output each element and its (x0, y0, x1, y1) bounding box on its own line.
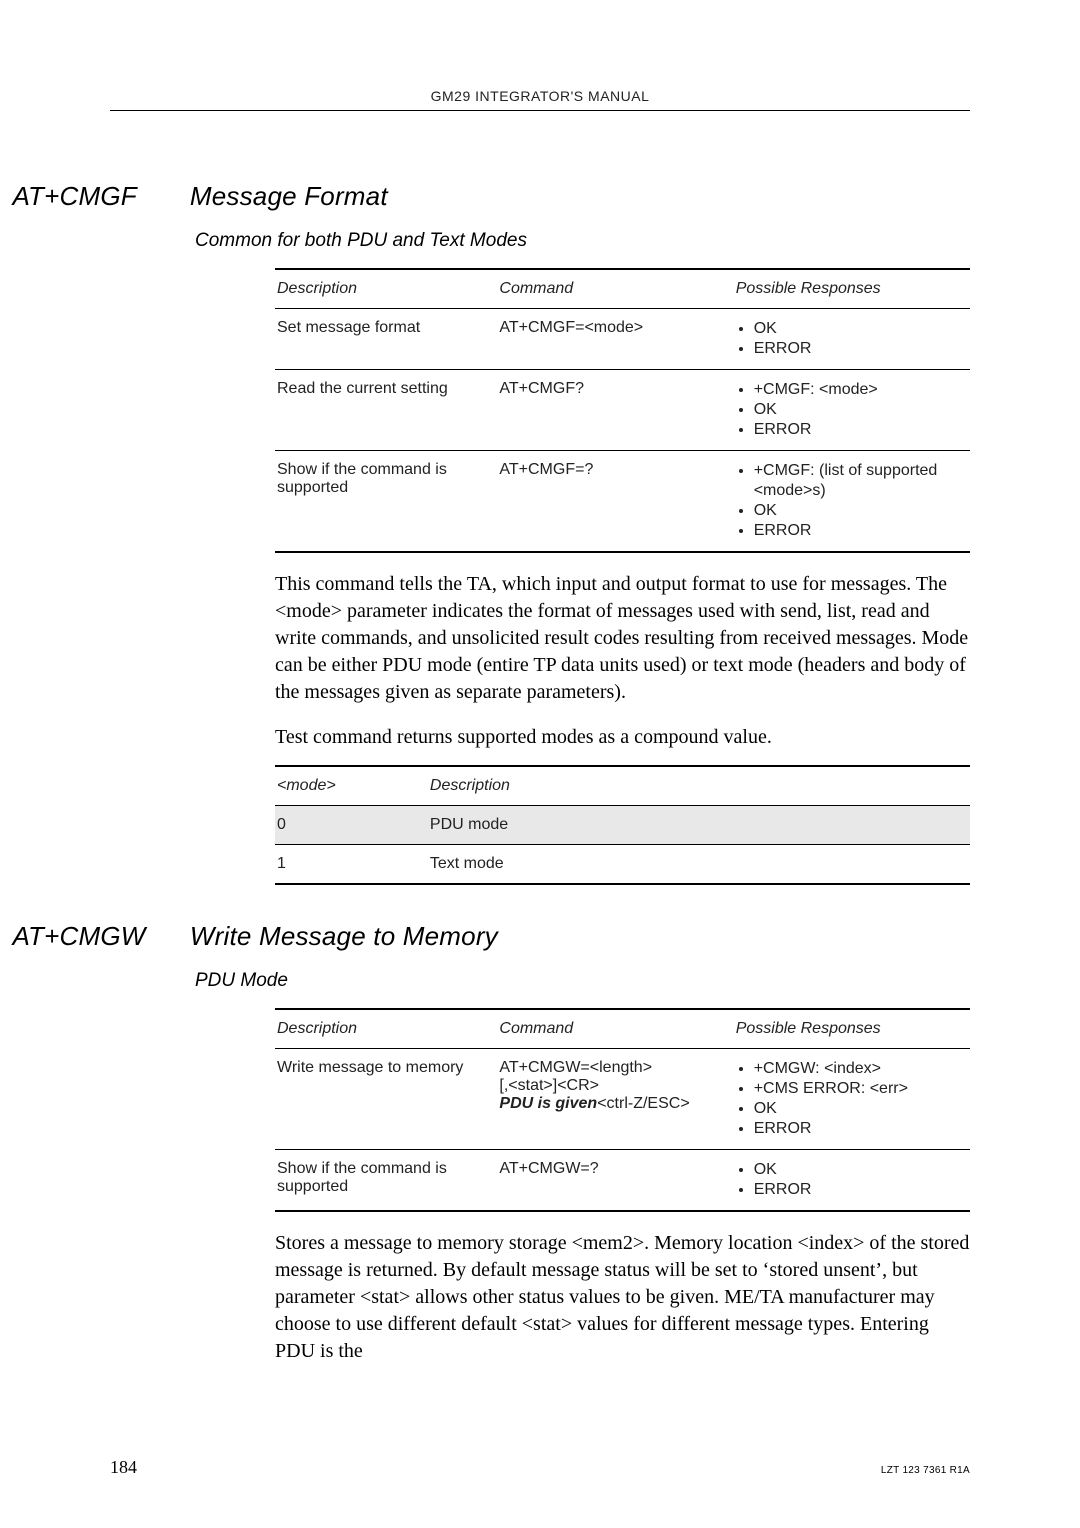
cell-cmd: AT+CMGW=? (497, 1150, 733, 1212)
cell-mode-desc: PDU mode (428, 806, 970, 845)
resp-item: OK (754, 400, 960, 420)
section-13-5-content: Common for both PDU and Text Modes Descr… (275, 230, 970, 885)
mode-table: <mode> Description 0 PDU mode 1 Text mod… (275, 765, 970, 885)
table-row: Set message format AT+CMGF=<mode> OK ERR… (275, 309, 970, 370)
cell-resp: +CMGW: <index> +CMS ERROR: <err> OK ERRO… (734, 1049, 970, 1150)
cmgw-command-table: Description Command Possible Responses W… (275, 1008, 970, 1212)
th-description: Description (275, 1009, 497, 1049)
running-header: GM29 INTEGRATOR'S MANUAL (110, 88, 970, 104)
table-row: Show if the command is supported AT+CMGF… (275, 451, 970, 553)
cmd-line2: [,<stat>]<CR> (499, 1077, 599, 1094)
section-command: AT+CMGF (12, 181, 182, 212)
cell-desc: Show if the command is supported (275, 1150, 497, 1212)
cmd-line1: AT+CMGW=<length> (499, 1059, 652, 1076)
section-13-6-subhead: PDU Mode (195, 970, 970, 992)
section-13-5-heading: 13.5 AT+CMGF Message Format (0, 181, 970, 212)
doc-id: LZT 123 7361 R1A (881, 1465, 970, 1476)
resp-item: OK (754, 1099, 960, 1119)
th-mode: <mode> (275, 766, 428, 806)
resp-item: +CMGF: (list of supported <mode>s) (754, 461, 960, 501)
page-number: 184 (110, 1457, 137, 1478)
cell-desc: Show if the command is supported (275, 451, 497, 553)
cell-cmd: AT+CMGW=<length> [,<stat>]<CR> PDU is gi… (497, 1049, 733, 1150)
table-row: Show if the command is supported AT+CMGW… (275, 1150, 970, 1212)
cell-resp: +CMGF: (list of supported <mode>s) OK ER… (734, 451, 970, 553)
resp-item: OK (754, 501, 960, 521)
cell-cmd: AT+CMGF? (497, 370, 733, 451)
resp-item: ERROR (754, 339, 960, 359)
cell-desc: Read the current setting (275, 370, 497, 451)
resp-item: ERROR (754, 420, 960, 440)
cell-mode-desc: Text mode (428, 845, 970, 885)
section-13-6-content: PDU Mode Description Command Possible Re… (275, 970, 970, 1365)
page: GM29 INTEGRATOR'S MANUAL 13.5 AT+CMGF Me… (0, 0, 1080, 1528)
body-paragraph: Test command returns supported modes as … (275, 724, 970, 751)
resp-item: OK (754, 1160, 960, 1180)
cell-cmd: AT+CMGF=<mode> (497, 309, 733, 370)
resp-item: +CMS ERROR: <err> (754, 1079, 960, 1099)
table-row: 0 PDU mode (275, 806, 970, 845)
cell-cmd: AT+CMGF=? (497, 451, 733, 553)
th-command: Command (497, 1009, 733, 1049)
cmd-line3-rest: <ctrl-Z/ESC> (597, 1095, 689, 1112)
resp-item: +CMGW: <index> (754, 1059, 960, 1079)
section-number: 13.6 (0, 921, 5, 952)
resp-item: ERROR (754, 521, 960, 541)
cell-mode: 0 (275, 806, 428, 845)
th-command: Command (497, 269, 733, 309)
cell-desc: Write message to memory (275, 1049, 497, 1150)
th-responses: Possible Responses (734, 1009, 970, 1049)
table-header-row: Description Command Possible Responses (275, 1009, 970, 1049)
cell-resp: +CMGF: <mode> OK ERROR (734, 370, 970, 451)
body-paragraph: Stores a message to memory storage <mem2… (275, 1230, 970, 1365)
table-row: 1 Text mode (275, 845, 970, 885)
section-title: Write Message to Memory (190, 921, 498, 951)
resp-item: +CMGF: <mode> (754, 380, 960, 400)
resp-item: ERROR (754, 1180, 960, 1200)
th-description: Description (275, 269, 497, 309)
table-header-row: Description Command Possible Responses (275, 269, 970, 309)
th-responses: Possible Responses (734, 269, 970, 309)
cmgf-command-table: Description Command Possible Responses S… (275, 268, 970, 553)
section-number: 13.5 (0, 181, 5, 212)
section-title: Message Format (190, 181, 388, 211)
header-rule (110, 110, 970, 111)
table-header-row: <mode> Description (275, 766, 970, 806)
section-13-6-heading: 13.6 AT+CMGW Write Message to Memory (0, 921, 970, 952)
cmd-line3-bold: PDU is given (499, 1095, 597, 1112)
body-paragraph: This command tells the TA, which input a… (275, 571, 970, 706)
resp-item: ERROR (754, 1119, 960, 1139)
table-row: Write message to memory AT+CMGW=<length>… (275, 1049, 970, 1150)
cell-resp: OK ERROR (734, 309, 970, 370)
cell-desc: Set message format (275, 309, 497, 370)
section-command: AT+CMGW (12, 921, 182, 952)
section-13-5-subhead: Common for both PDU and Text Modes (195, 230, 970, 252)
th-mode-desc: Description (428, 766, 970, 806)
table-row: Read the current setting AT+CMGF? +CMGF:… (275, 370, 970, 451)
cell-mode: 1 (275, 845, 428, 885)
cell-resp: OK ERROR (734, 1150, 970, 1212)
resp-item: OK (754, 319, 960, 339)
